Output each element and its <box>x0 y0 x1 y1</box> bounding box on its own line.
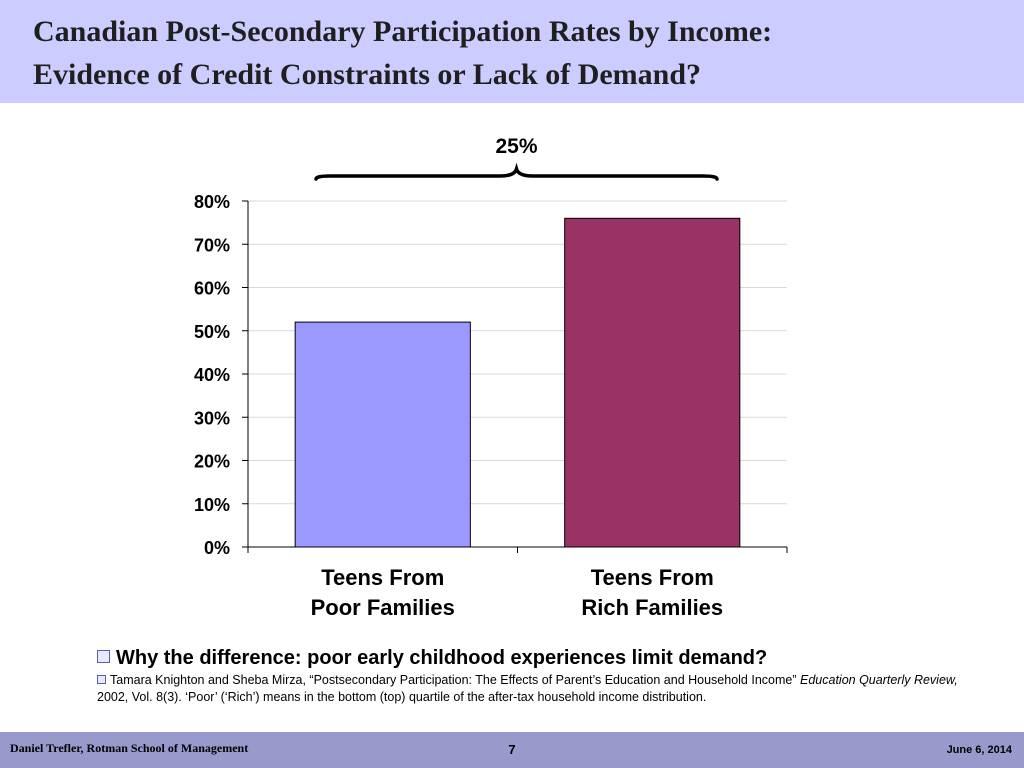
y-tick-label: 30% <box>194 408 230 428</box>
footer-band: Daniel Trefler, Rotman School of Managem… <box>0 732 1024 768</box>
title-line-1: Canadian Post-Secondary Participation Ra… <box>33 15 773 48</box>
bar-chart: 0% 10% 20% 30% 40% 50% 60% 70% 80% Teens From Poor… <box>194 135 788 620</box>
reference-details: 2002, Vol. 8(3). ‘Poor’ (‘Rich’) means i… <box>97 690 707 704</box>
x-category-label: Rich Families <box>581 595 723 620</box>
y-tick-label: 20% <box>194 452 230 472</box>
bullet-question: Why the difference: poor early childhood… <box>97 645 997 671</box>
y-tick-label: 70% <box>194 235 230 255</box>
y-tick-label: 60% <box>194 279 230 299</box>
slide-title: Canadian Post-Secondary Participation Ra… <box>33 10 993 96</box>
reference-text: Tamara Knighton and Sheba Mirza, “Postse… <box>110 673 797 687</box>
y-tick-label: 0% <box>204 538 230 558</box>
bar <box>294 321 471 548</box>
page-number: 7 <box>508 742 516 757</box>
y-tick-label: 40% <box>194 365 230 385</box>
y-tick-label: 10% <box>194 495 230 515</box>
reference-journal: Education Quarterly Review, <box>800 673 958 687</box>
difference-annotation: 25% <box>495 135 537 158</box>
title-line-2: Evidence of Credit Constraints or Lack o… <box>33 58 702 91</box>
y-tick-label: 50% <box>194 322 230 342</box>
x-category-label: Poor Families <box>311 595 455 620</box>
y-tick-label: 80% <box>194 192 230 212</box>
bar <box>564 217 741 548</box>
bullet-question-text: Why the difference: poor early childhood… <box>116 647 768 669</box>
footer-author: Daniel Trefler, Rotman School of Managem… <box>10 741 249 755</box>
checkbox-bullet-icon <box>97 650 110 664</box>
x-category-label: Teens From <box>321 565 444 590</box>
bullet-reference: Tamara Knighton and Sheba Mirza, “Postse… <box>97 672 977 706</box>
checkbox-bullet-icon <box>97 674 106 684</box>
footer-date: June 6, 2014 <box>946 744 1012 756</box>
difference-brace <box>314 162 719 181</box>
x-category-label: Teens From <box>591 565 714 590</box>
title-band: Canadian Post-Secondary Participation Ra… <box>0 0 1024 103</box>
